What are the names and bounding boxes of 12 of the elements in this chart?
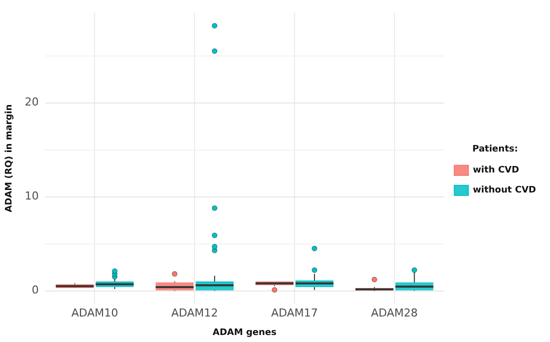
y-tick-label: 20 — [24, 96, 39, 109]
legend-title: Patients: — [472, 144, 518, 154]
x-axis-title: ADAM genes — [212, 328, 277, 338]
y-tick-label: 0 — [32, 284, 39, 297]
legend-label: with CVD — [472, 166, 520, 176]
legend-label: without CVD — [472, 186, 536, 196]
x-tick-label: ADAM28 — [370, 306, 418, 320]
y-tick-label: 10 — [24, 190, 39, 203]
x-tick-label: ADAM17 — [271, 306, 318, 320]
y-axis-title: ADAM (RQ) in margin — [4, 104, 15, 212]
x-tick-label: ADAM10 — [71, 306, 118, 320]
x-tick-label: ADAM12 — [171, 306, 218, 320]
